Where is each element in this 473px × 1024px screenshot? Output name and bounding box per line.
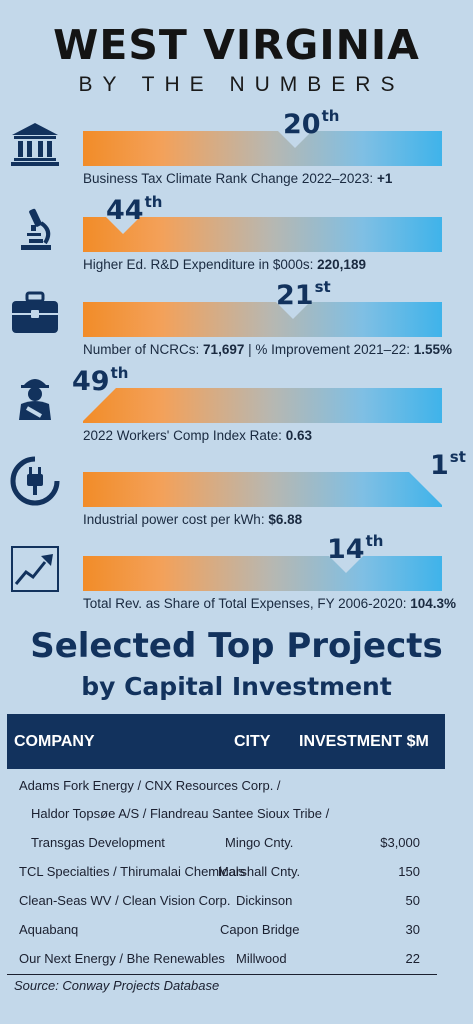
city-cell: Mingo Cnty. [225, 835, 294, 850]
divider [7, 974, 437, 975]
microscope-icon [10, 205, 60, 255]
rank-bar [83, 130, 442, 166]
rank-value: 20th [283, 107, 340, 140]
stat-row-revenue-share: 14th Total Rev. as Share of Total Expens… [0, 532, 473, 630]
column-header-investment: INVESTMENT $M [299, 733, 429, 750]
stat-row-power-cost: 1st Industrial power cost per kWh: $6.88 [0, 448, 473, 546]
rank-value: 49th [72, 364, 129, 397]
investment-cell: 22 [405, 951, 420, 966]
stat-caption: 2022 Workers' Comp Index Rate: 0.63 [83, 428, 312, 443]
company-cell: TCL Specialties / Thirumalai Chemicals [19, 864, 246, 879]
stat-caption: Higher Ed. R&D Expenditure in $000s: 220… [83, 257, 366, 272]
page-subtitle: BY THE NUMBERS [78, 73, 405, 96]
company-cell: Our Next Energy / Bhe Renewables [19, 951, 225, 966]
company-cell: Haldor Topsøe A/S / Flandreau Santee Sio… [31, 806, 330, 821]
rank-marker [277, 130, 313, 148]
rank-value: 1st [430, 448, 466, 481]
rank-marker [105, 216, 141, 234]
investment-cell: $3,000 [380, 835, 420, 850]
rank-bar [83, 555, 442, 591]
stat-caption: Business Tax Climate Rank Change 2022–20… [83, 171, 393, 186]
rank-marker [408, 471, 442, 505]
city-cell: Marshall Cnty. [218, 864, 301, 879]
company-cell: Clean-Seas WV / Clean Vision Corp. [19, 893, 231, 908]
city-cell: Millwood [236, 951, 287, 966]
stat-row-workers-comp: 49th 2022 Workers' Comp Index Rate: 0.63 [0, 364, 473, 462]
rank-marker [328, 555, 364, 573]
column-header-city: CITY [234, 733, 271, 750]
line-chart-icon [10, 544, 60, 594]
rank-bar [83, 301, 442, 337]
stat-row-ncrcs: 21st Number of NCRCs: 71,697 | % Improve… [0, 278, 473, 376]
rank-bar [83, 216, 442, 252]
city-cell: Dickinson [236, 893, 293, 908]
rank-marker [83, 387, 117, 421]
investment-cell: 50 [405, 893, 420, 908]
investment-cell: 30 [405, 922, 420, 937]
city-cell: Capon Bridge [220, 922, 300, 937]
column-header-company: COMPANY [14, 733, 95, 750]
power-plug-icon [10, 456, 60, 506]
briefcase-icon [10, 288, 60, 338]
rank-value: 14th [327, 532, 384, 565]
company-cell: Transgas Development [31, 835, 165, 850]
table-header: COMPANY CITY INVESTMENT $M [7, 714, 445, 769]
rank-value: 44th [106, 193, 163, 226]
rank-value: 21st [276, 278, 331, 311]
stat-caption: Industrial power cost per kWh: $6.88 [83, 512, 303, 527]
section-title: Selected Top Projects [30, 626, 443, 666]
company-cell: Adams Fork Energy / CNX Resources Corp. … [19, 778, 281, 793]
stat-row-rd-expenditure: 44th Higher Ed. R&D Expenditure in $000s… [0, 193, 473, 291]
stat-caption: Number of NCRCs: 71,697 | % Improvement … [83, 342, 453, 357]
company-cell: Aquabanq [19, 922, 79, 937]
rank-marker [275, 301, 311, 319]
rank-bar [83, 471, 442, 507]
section-subtitle: by Capital Investment [81, 672, 392, 701]
rank-bar [83, 387, 442, 423]
page-title: WEST VIRGINIA [53, 21, 420, 69]
injured-worker-icon [10, 372, 60, 422]
investment-cell: 150 [398, 864, 420, 879]
stat-row-business-tax: 20th Business Tax Climate Rank Change 20… [0, 107, 473, 205]
source-note: Source: Conway Projects Database [14, 978, 220, 993]
bank-icon [10, 119, 60, 169]
stat-caption: Total Rev. as Share of Total Expenses, F… [83, 596, 457, 611]
